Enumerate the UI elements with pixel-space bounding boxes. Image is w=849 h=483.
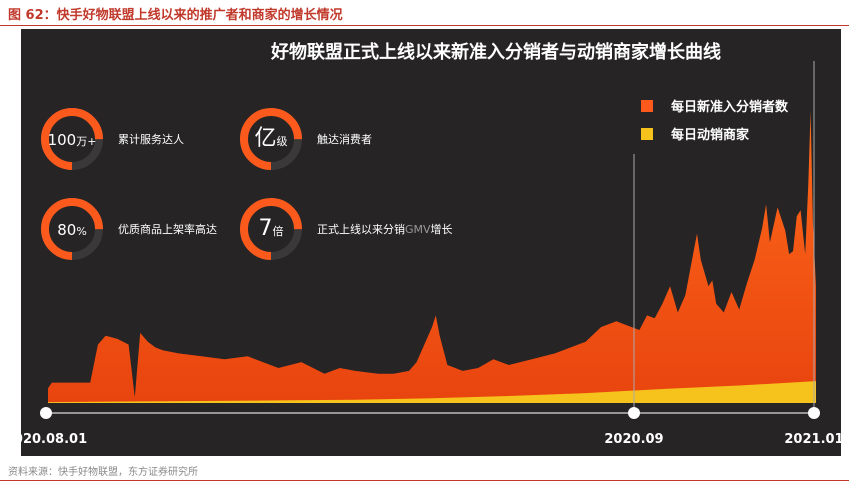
stat-ring-progress — [41, 108, 103, 170]
stats-group: 100万+ 累计服务达人 亿级 触达消费者 80% 优质商品上架率高达 7倍 正式上线以来分销… — [41, 108, 453, 260]
stat-item-1: 100万+ 累计服务达人 — [41, 108, 184, 170]
stat-value: 7倍 — [259, 216, 284, 241]
stat-item-4: 7倍 正式上线以来分销GMV增长 — [240, 198, 453, 260]
stat-ring-progress — [240, 198, 302, 260]
stat-value-suffix: % — [76, 225, 86, 238]
stat-item-2: 亿级 触达消费者 — [240, 108, 372, 170]
stat-value: 亿级 — [254, 126, 287, 151]
legend-swatch-2 — [641, 128, 653, 140]
stat-ring-progress — [240, 108, 302, 170]
stat-label: 累计服务达人 — [118, 133, 184, 146]
footer-divider — [0, 480, 849, 481]
source-note: 资料来源：快手好物联盟，东方证券研究所 — [8, 467, 198, 478]
tick-dot-3 — [808, 407, 820, 419]
stat-label-text: 触达消费者 — [317, 132, 372, 146]
stat-value-suffix: 万+ — [76, 135, 96, 148]
chart-svg: 2020.08.01 2020.09 2021.01 100万+ 累计服务达人 亿级 触达… — [21, 41, 841, 447]
figure-header: 图 62：快手好物联盟上线以来的推广者和商家的增长情况 — [0, 0, 849, 26]
stat-value-suffix: 级 — [277, 135, 288, 148]
legend-label-1: 每日新准入分销者数 — [671, 99, 789, 115]
x-tick-label-1: 2020.08.01 — [21, 432, 87, 447]
chart-panel: 2020.08.01 2020.09 2021.01 100万+ 累计服务达人 亿级 触达… — [21, 29, 841, 456]
series-area-1 — [48, 111, 816, 403]
tick-dot-1 — [40, 407, 52, 419]
stat-value-number: 亿 — [254, 126, 276, 151]
stat-item-3: 80% 优质商品上架率高达 — [41, 198, 217, 260]
legend-label-2: 每日动销商家 — [671, 127, 750, 143]
stat-value-number: 80 — [57, 221, 76, 239]
stat-label: 优质商品上架率高达 — [118, 222, 217, 236]
stat-value: 100万+ — [48, 131, 97, 149]
stat-label-text: 优质商品上架率高达 — [118, 222, 217, 236]
x-tick-label-3: 2021.01 — [784, 432, 841, 447]
stat-value: 80% — [57, 221, 87, 239]
chart-title: 好物联盟正式上线以来新准入分销者与动销商家增长曲线 — [270, 41, 721, 63]
series-area-2 — [48, 381, 816, 403]
stat-label: 正式上线以来分销GMV增长 — [317, 222, 453, 236]
stat-label-text: 累计服务达人 — [118, 133, 184, 146]
x-axis: 2020.08.01 2020.09 2021.01 — [21, 61, 841, 447]
chart-areas — [48, 111, 816, 403]
stat-value-number: 100 — [48, 131, 77, 149]
stat-value-suffix: 倍 — [273, 224, 284, 238]
figure-title: 图 62：快手好物联盟上线以来的推广者和商家的增长情况 — [8, 8, 343, 23]
tick-dot-2 — [628, 407, 640, 419]
stat-label-text: 正式上线以来分销 — [317, 222, 405, 236]
stat-label: 触达消费者 — [317, 132, 372, 146]
stat-value-number: 7 — [259, 216, 273, 241]
stat-label-tail: 增长 — [431, 222, 453, 236]
x-tick-label-2: 2020.09 — [604, 432, 663, 447]
legend-swatch-1 — [641, 100, 653, 112]
stat-label-extra: GMV — [405, 223, 431, 236]
stat-ring-progress — [41, 198, 103, 260]
